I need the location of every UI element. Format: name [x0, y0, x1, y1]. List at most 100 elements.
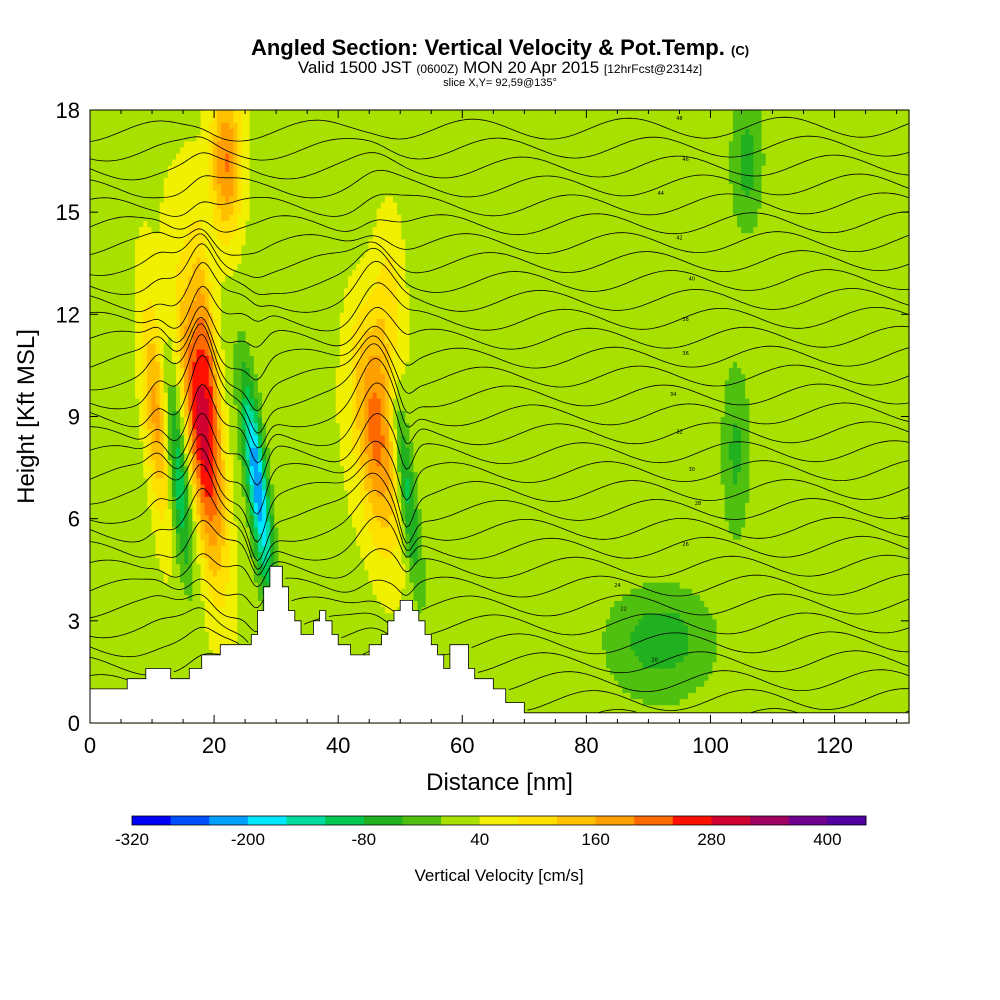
- velocity-cell: [258, 269, 263, 276]
- velocity-cell: [131, 594, 136, 601]
- velocity-cell: [282, 208, 287, 215]
- velocity-cell: [110, 220, 115, 227]
- velocity-cell: [201, 300, 206, 307]
- velocity-cell: [225, 417, 230, 424]
- velocity-cell: [205, 533, 210, 540]
- velocity-cell: [164, 600, 169, 607]
- velocity-cell: [90, 226, 95, 233]
- velocity-cell: [258, 141, 263, 148]
- velocity-cell: [110, 343, 115, 350]
- velocity-cell: [115, 502, 120, 509]
- velocity-cell: [106, 588, 111, 595]
- velocity-cell: [192, 116, 197, 123]
- velocity-cell: [135, 141, 140, 148]
- velocity-cell: [254, 184, 259, 191]
- velocity-cell: [115, 257, 120, 264]
- velocity-cell: [151, 631, 156, 638]
- velocity-cell: [237, 600, 242, 607]
- velocity-cell: [225, 588, 230, 595]
- velocity-cell: [90, 306, 95, 313]
- velocity-cell: [156, 649, 161, 656]
- velocity-cell: [274, 527, 279, 534]
- velocity-cell: [217, 331, 222, 338]
- velocity-cell: [233, 564, 238, 571]
- velocity-cell: [106, 643, 111, 650]
- velocity-cell: [110, 276, 115, 283]
- velocity-cell: [250, 282, 255, 289]
- velocity-cell: [278, 502, 283, 509]
- velocity-cell: [196, 269, 201, 276]
- velocity-cell: [94, 508, 99, 515]
- velocity-cell: [123, 392, 128, 399]
- velocity-cell: [246, 349, 251, 356]
- velocity-cell: [180, 533, 185, 540]
- velocity-cell: [201, 343, 206, 350]
- velocity-cell: [282, 116, 287, 123]
- velocity-cell: [172, 257, 177, 264]
- velocity-cell: [188, 643, 193, 650]
- velocity-cell: [188, 141, 193, 148]
- velocity-cell: [258, 306, 263, 313]
- velocity-cell: [151, 190, 156, 197]
- velocity-cell: [246, 171, 251, 178]
- velocity-cell: [201, 441, 206, 448]
- velocity-cell: [274, 502, 279, 509]
- velocity-cell: [258, 190, 263, 197]
- velocity-cell: [278, 226, 283, 233]
- velocity-cell: [176, 533, 181, 540]
- velocity-cell: [188, 239, 193, 246]
- velocity-cell: [180, 625, 185, 632]
- velocity-cell: [262, 165, 267, 172]
- velocity-cell: [201, 600, 206, 607]
- velocity-cell: [139, 582, 144, 589]
- velocity-cell: [237, 459, 242, 466]
- velocity-cell: [176, 202, 181, 209]
- velocity-cell: [237, 257, 242, 264]
- velocity-cell: [106, 386, 111, 393]
- velocity-cell: [213, 417, 218, 424]
- velocity-cell: [229, 588, 234, 595]
- velocity-cell: [266, 367, 271, 374]
- velocity-cell: [266, 233, 271, 240]
- velocity-cell: [156, 263, 161, 270]
- velocity-cell: [94, 600, 99, 607]
- velocity-cell: [102, 490, 107, 497]
- velocity-cell: [172, 594, 177, 601]
- velocity-cell: [176, 656, 181, 663]
- velocity-cell: [156, 239, 161, 246]
- velocity-cell: [131, 502, 136, 509]
- velocity-cell: [106, 435, 111, 442]
- velocity-cell: [102, 367, 107, 374]
- velocity-cell: [156, 128, 161, 135]
- velocity-cell: [102, 447, 107, 454]
- velocity-cell: [115, 110, 120, 117]
- velocity-cell: [151, 459, 156, 466]
- velocity-cell: [135, 245, 140, 252]
- velocity-cell: [192, 600, 197, 607]
- velocity-cell: [131, 404, 136, 411]
- velocity-cell: [119, 435, 124, 442]
- velocity-cell: [233, 220, 238, 227]
- velocity-cell: [229, 343, 234, 350]
- velocity-cell: [123, 459, 128, 466]
- velocity-cell: [143, 165, 148, 172]
- velocity-cell: [184, 239, 189, 246]
- velocity-cell: [278, 239, 283, 246]
- velocity-cell: [110, 392, 115, 399]
- velocity-cell: [188, 515, 193, 522]
- velocity-cell: [246, 607, 251, 614]
- velocity-cell: [102, 643, 107, 650]
- velocity-cell: [229, 239, 234, 246]
- velocity-cell: [201, 122, 206, 129]
- velocity-cell: [164, 656, 169, 663]
- velocity-cell: [102, 282, 107, 289]
- velocity-cell: [156, 423, 161, 430]
- velocity-cell: [282, 141, 287, 148]
- velocity-cell: [119, 527, 124, 534]
- velocity-cell: [237, 508, 242, 515]
- velocity-cell: [127, 312, 132, 319]
- velocity-cell: [201, 417, 206, 424]
- velocity-cell: [205, 643, 210, 650]
- velocity-cell: [156, 147, 161, 154]
- velocity-cell: [90, 276, 95, 283]
